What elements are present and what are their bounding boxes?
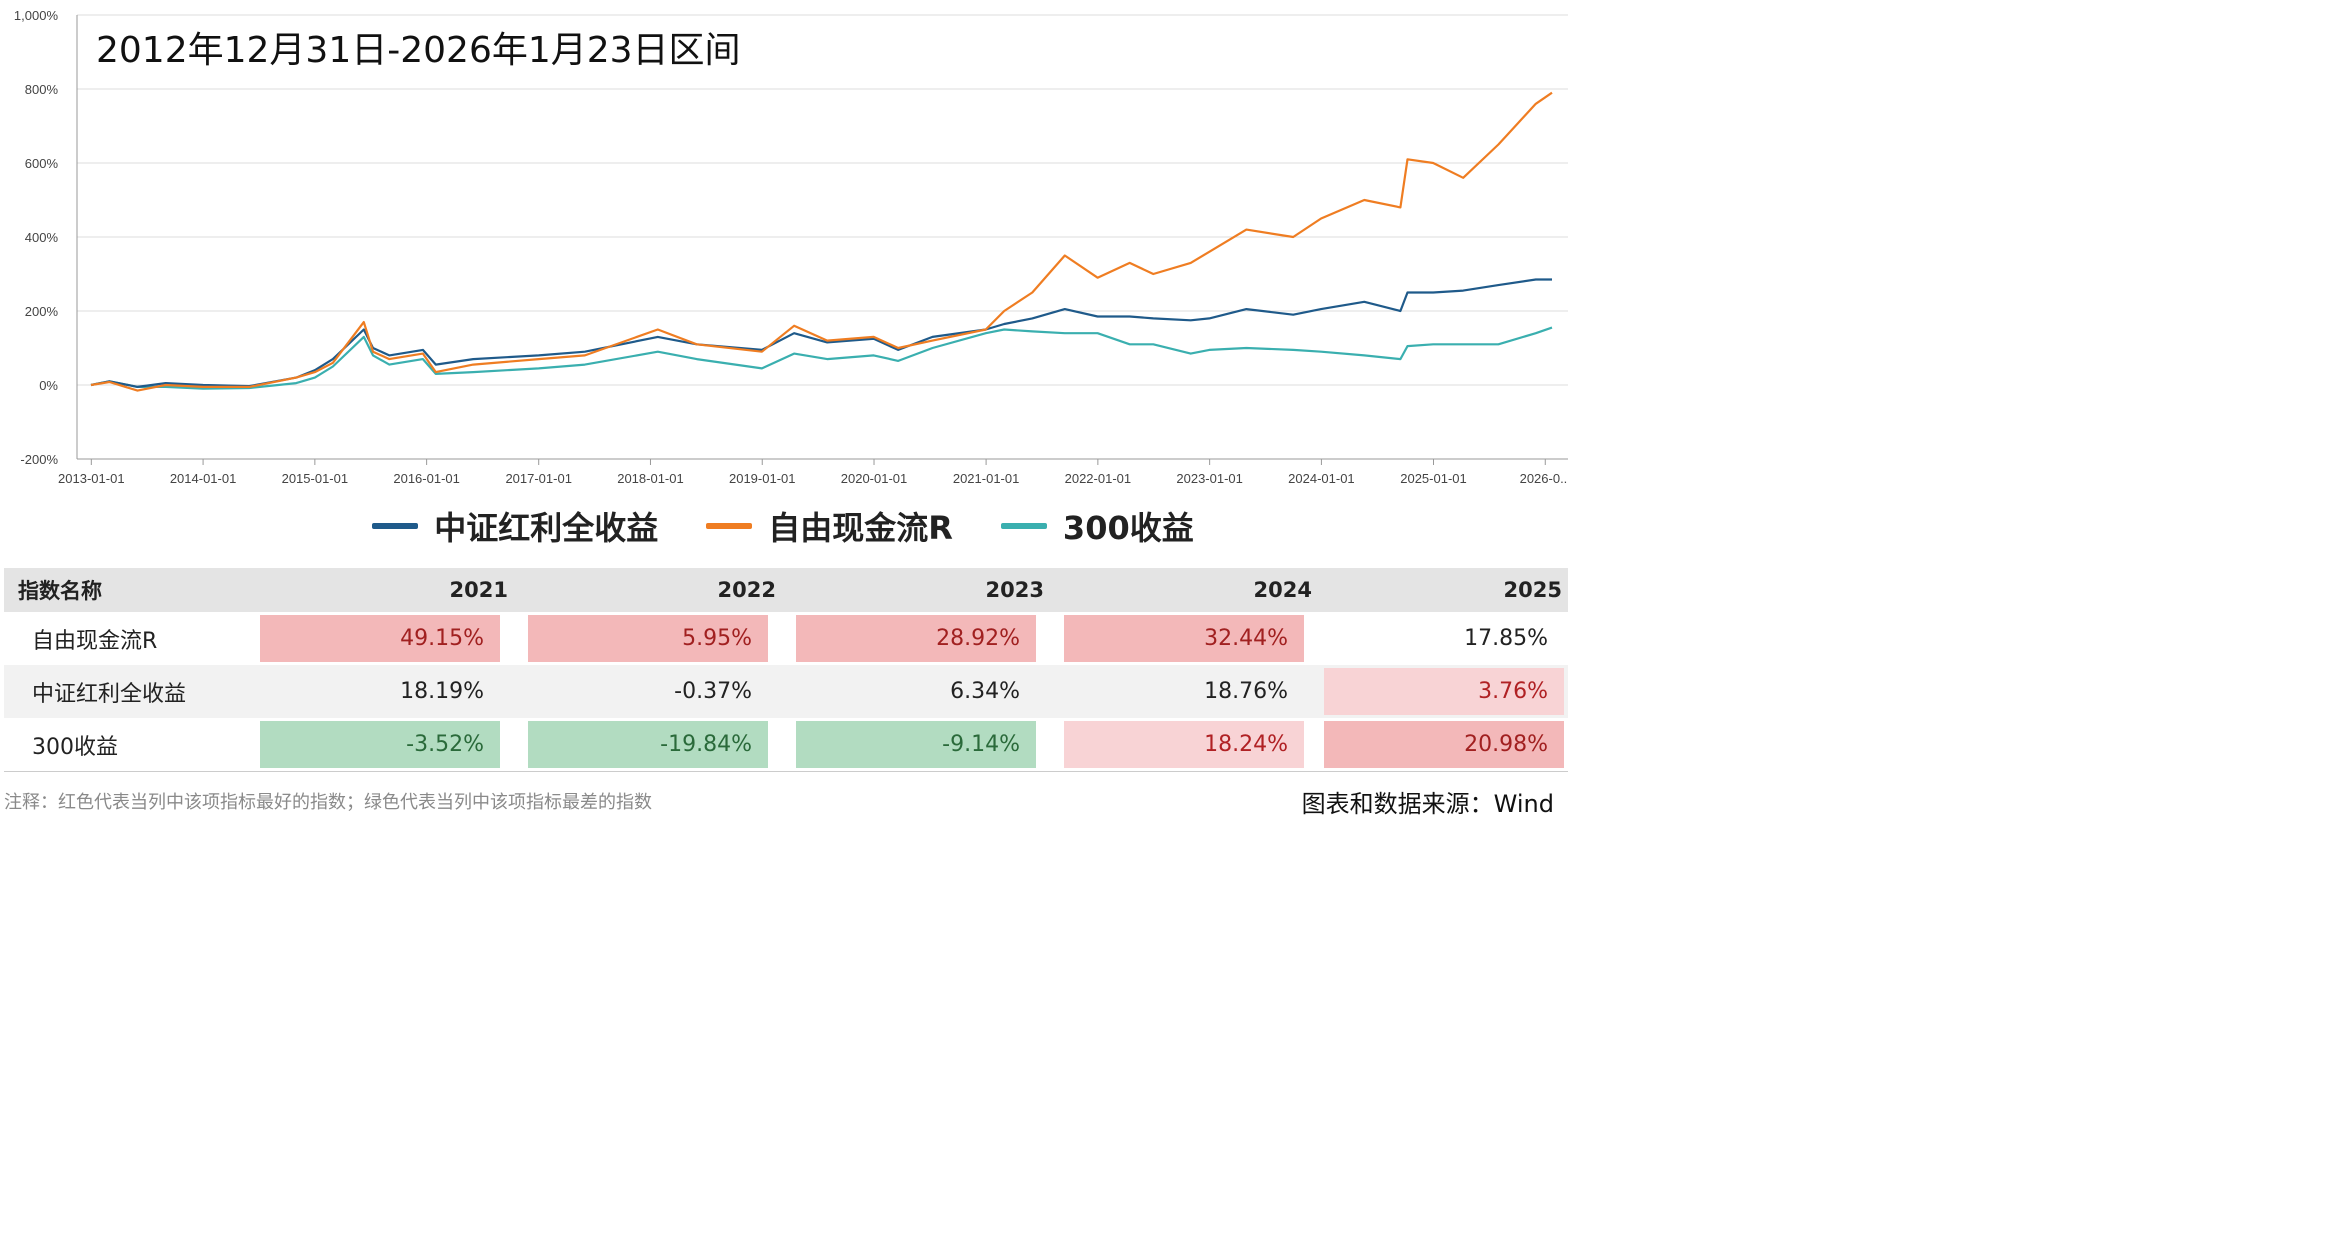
table-cell: -19.84% bbox=[514, 718, 782, 772]
row-index-name: 300收益 bbox=[4, 718, 246, 772]
table-row: 300收益 -3.52% -19.84% -9.14% 18.24% 20.98… bbox=[4, 718, 1568, 772]
table-cell: 5.95% bbox=[514, 612, 782, 665]
legend-label-csi300: 300收益 bbox=[1062, 509, 1194, 547]
cell-value: 28.92% bbox=[796, 615, 1036, 662]
table-cell: 18.24% bbox=[1050, 718, 1318, 772]
table-cell: 6.34% bbox=[782, 665, 1050, 718]
grid-lines bbox=[76, 14, 1568, 460]
cell-value: -19.84% bbox=[528, 721, 768, 768]
table-cell: -3.52% bbox=[246, 718, 514, 772]
y-tick-label: 200% bbox=[25, 304, 59, 319]
cell-value: 18.19% bbox=[400, 679, 484, 704]
table-cell: 18.19% bbox=[246, 665, 514, 718]
row-index-name: 自由现金流R bbox=[32, 628, 158, 654]
table-cell: 28.92% bbox=[782, 612, 1050, 665]
x-tick-label: 2022-01-01 bbox=[1065, 471, 1132, 486]
legend-item-csi300: 300收益 bbox=[1000, 503, 1194, 549]
cell-value: 18.24% bbox=[1064, 721, 1304, 768]
chart-title: 2012年12月31日-2026年1月23日区间 bbox=[96, 30, 741, 71]
cell-value: 5.95% bbox=[528, 615, 768, 662]
table-cell: 3.76% bbox=[1318, 665, 1568, 718]
table-cell: 17.85% bbox=[1318, 612, 1568, 665]
y-tick-label: 600% bbox=[25, 156, 59, 171]
x-tick-label: 2025-01-01 bbox=[1400, 471, 1467, 486]
table-cell: -9.14% bbox=[782, 718, 1050, 772]
table-cell: 32.44% bbox=[1050, 612, 1318, 665]
annual-returns-table: 指数名称 2021 2022 2023 2024 2025 自由现金流R 49.… bbox=[4, 568, 1568, 772]
x-tick-label: 2016-01-01 bbox=[393, 471, 460, 486]
x-tick-label: 2014-01-01 bbox=[170, 471, 237, 486]
cell-value: 49.15% bbox=[260, 615, 500, 662]
legend-label-fcf: 自由现金流R bbox=[768, 509, 953, 547]
cell-value: -0.37% bbox=[674, 679, 752, 704]
series-lines bbox=[90, 91, 1553, 392]
legend-item-dividend: 中证红利全收益 bbox=[372, 503, 658, 549]
row-index-name: 中证红利全收益 bbox=[4, 665, 246, 718]
x-tick-label: 2020-01-01 bbox=[841, 471, 908, 486]
table-cell: 49.15% bbox=[246, 612, 514, 665]
x-axis-ticks: 2013-01-01 2014-01-01 2015-01-01 2016-01-01… bbox=[58, 459, 1568, 486]
data-source: 图表和数据来源：Wind bbox=[1301, 790, 1554, 818]
x-tick-label: 2024-01-01 bbox=[1288, 471, 1355, 486]
header-year: 2023 bbox=[782, 568, 1050, 612]
x-tick-label: 2019-01-01 bbox=[729, 471, 796, 486]
table-header-row: 指数名称 2021 2022 2023 2024 2025 bbox=[4, 568, 1568, 612]
cell-value: -9.14% bbox=[796, 721, 1036, 768]
cell-value: 6.34% bbox=[950, 679, 1020, 704]
legend-swatch-csi300 bbox=[1000, 523, 1047, 529]
y-tick-label: 0% bbox=[39, 378, 58, 393]
x-tick-label: 2018-01-01 bbox=[617, 471, 684, 486]
table-cell: 20.98% bbox=[1318, 718, 1568, 772]
table-cell: 18.76% bbox=[1050, 665, 1318, 718]
header-index-name: 指数名称 bbox=[4, 568, 246, 612]
legend-label-dividend: 中证红利全收益 bbox=[434, 509, 659, 547]
cell-value: 18.76% bbox=[1204, 679, 1288, 704]
line-chart: 1,000% 800% 600% 400% 200% 0% -200% 2013-01-01… bbox=[14, 8, 1568, 486]
cell-value: -3.52% bbox=[260, 721, 500, 768]
y-tick-label: -200% bbox=[20, 452, 58, 467]
y-tick-label: 800% bbox=[25, 82, 59, 97]
footnote: 注释：红色代表当列中该项指标最好的指数；绿色代表当列中该项指标最差的指数 bbox=[4, 792, 652, 813]
y-tick-label: 400% bbox=[25, 230, 59, 245]
header-year: 2022 bbox=[514, 568, 782, 612]
cell-value: 17.85% bbox=[1464, 626, 1548, 651]
series-line-fcf bbox=[90, 91, 1553, 392]
header-year: 2021 bbox=[246, 568, 514, 612]
header-year: 2024 bbox=[1050, 568, 1318, 612]
y-tick-label: 1,000% bbox=[14, 8, 59, 23]
x-tick-label: 2013-01-01 bbox=[58, 471, 125, 486]
x-tick-label: 2017-01-01 bbox=[505, 471, 572, 486]
header-year: 2025 bbox=[1318, 568, 1568, 612]
x-tick-label: 2023-01-01 bbox=[1176, 471, 1243, 486]
table-row: 自由现金流R 49.15% 5.95% 28.92% 32.44% 17.85% bbox=[4, 612, 1568, 665]
table-row: 中证红利全收益 18.19% -0.37% 6.34% 18.76% 3.76% bbox=[4, 665, 1568, 718]
table-cell: -0.37% bbox=[514, 665, 782, 718]
cell-value: 32.44% bbox=[1064, 615, 1304, 662]
chart-legend: 中证红利全收益 自由现金流R 300收益 bbox=[300, 500, 1266, 552]
series-line-csi300 bbox=[90, 326, 1553, 390]
cell-value: 3.76% bbox=[1324, 668, 1564, 715]
series-line-dividend bbox=[90, 278, 1552, 388]
legend-swatch-fcf bbox=[706, 523, 753, 529]
x-tick-label: 2021-01-01 bbox=[953, 471, 1020, 486]
cell-value: 20.98% bbox=[1324, 721, 1564, 768]
legend-item-fcf: 自由现金流R bbox=[706, 503, 953, 549]
y-axis-ticks: 1,000% 800% 600% 400% 200% 0% -200% bbox=[14, 8, 59, 467]
x-tick-label: 2026-0... bbox=[1520, 471, 1568, 486]
x-tick-label: 2015-01-01 bbox=[282, 471, 349, 486]
legend-swatch-dividend bbox=[372, 523, 419, 529]
